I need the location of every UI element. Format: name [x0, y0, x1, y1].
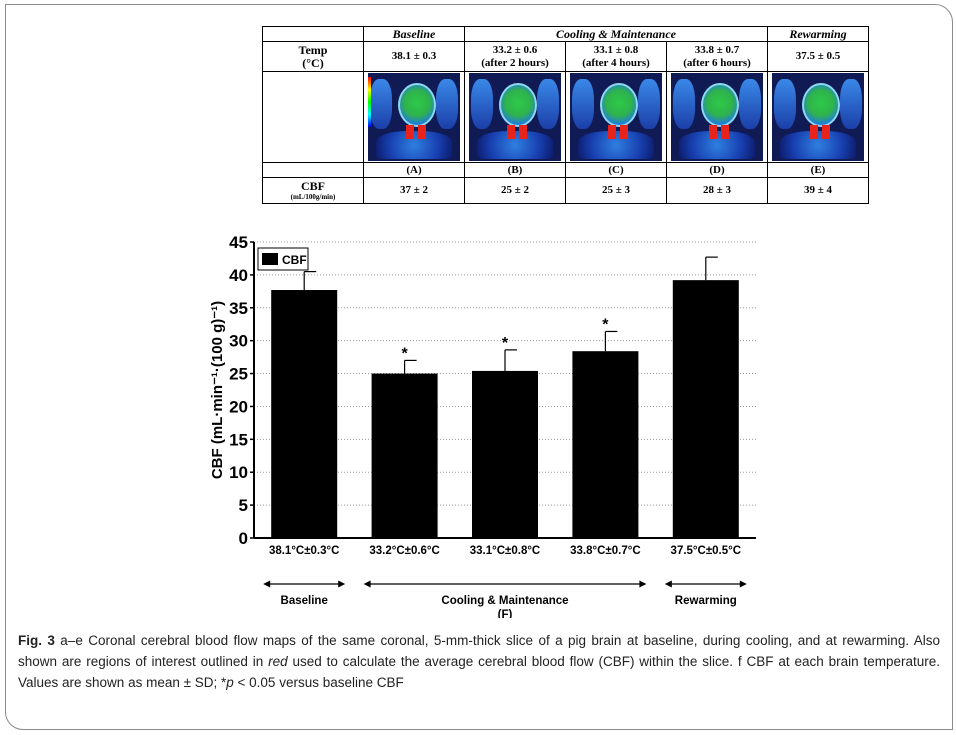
caption-text-1: a–e Coronal cerebral blood flow maps of … [18, 633, 940, 669]
temp-row-label: Temp (°C) [262, 41, 364, 72]
group-label: Rewarming [675, 595, 737, 607]
x-tick-label: 38.1°C±0.3°C [269, 545, 340, 557]
table-corner [262, 26, 364, 42]
temp-cell: 33.1 ± 0.8 (after 4 hours) [565, 41, 667, 72]
group-arrow-head-right [739, 580, 747, 588]
x-tick-label: 33.8°C±0.7°C [570, 545, 641, 557]
y-tick-label: 25 [229, 365, 248, 384]
cbf-cell: 28 ± 3 [666, 177, 768, 204]
cbf-map-a [363, 71, 465, 163]
x-tick-label: 33.2°C±0.6°C [369, 545, 440, 557]
group-label: Baseline [281, 595, 328, 607]
group-arrow-head-left [363, 580, 371, 588]
group-arrow-head-left [263, 580, 271, 588]
significance-marker: * [502, 335, 509, 352]
x-tick-label: 33.1°C±0.8°C [470, 545, 541, 557]
panel-label: (C) [565, 162, 667, 178]
cbf-bar-chart: 0 5 10 15 20 25 30 35 40 45 CBF (mL·min⁻¹·(100 g)⁻… [209, 233, 756, 618]
bar [472, 370, 538, 538]
y-tick-label: 45 [229, 233, 248, 252]
y-tick-label: 10 [229, 463, 248, 482]
y-tick-label: 5 [239, 496, 248, 515]
cbf-cell: 25 ± 3 [565, 177, 667, 204]
x-tick-label: 37.5°C±0.5°C [671, 545, 742, 557]
group-arrow-head-right [639, 580, 647, 588]
cbf-map-c [565, 71, 667, 163]
group-arrow-head-right [338, 580, 346, 588]
map-row-label [262, 71, 364, 163]
header-cooling: Cooling & Maintenance [464, 26, 768, 42]
header-rewarming: Rewarming [767, 26, 869, 42]
y-tick-label: 30 [229, 332, 248, 351]
data-table: Baseline Cooling & Maintenance Rewarming… [262, 26, 869, 204]
bar [572, 351, 639, 538]
caption-red-word: red [268, 654, 288, 669]
group-label: Cooling & Maintenance [441, 595, 568, 607]
figure-label: Fig. 3 [18, 633, 55, 648]
panel-label: (B) [464, 162, 566, 178]
cbf-row-label: CBF (mL/100g/min) [262, 177, 364, 204]
panel-label: (E) [767, 162, 869, 178]
bar [271, 290, 338, 538]
y-tick-label: 35 [229, 299, 248, 318]
caption-p-var: p [226, 675, 234, 690]
temp-cell: 38.1 ± 0.3 [363, 41, 465, 72]
figure-caption: Fig. 3 a–e Coronal cerebral blood flow m… [18, 630, 940, 693]
y-tick-label: 15 [229, 430, 248, 449]
legend-label: CBF [282, 253, 307, 267]
y-tick-label: 20 [229, 397, 248, 416]
group-arrow-head-left [664, 580, 672, 588]
figure-frame [5, 4, 953, 730]
cbf-map-e [767, 71, 869, 163]
significance-marker: * [602, 316, 609, 333]
bar [371, 373, 438, 538]
bar [672, 280, 739, 538]
legend-swatch [262, 253, 278, 265]
y-tick-label: 0 [239, 529, 248, 548]
caption-text-2: used to calculate the average cerebral b… [18, 654, 940, 690]
panel-row-label [262, 162, 364, 178]
cbf-cell: 39 ± 4 [767, 177, 869, 204]
cbf-map-b [464, 71, 566, 163]
y-tick-label: 40 [229, 266, 248, 285]
panel-label: (A) [363, 162, 465, 178]
panel-label-f: (F) [498, 609, 513, 618]
cbf-cell: 25 ± 2 [464, 177, 566, 204]
caption-text-3: < 0.05 versus baseline CBF [233, 675, 404, 690]
panel-label: (D) [666, 162, 768, 178]
significance-marker: * [401, 345, 408, 362]
cbf-cell: 37 ± 2 [363, 177, 465, 204]
temp-cell: 33.2 ± 0.6 (after 2 hours) [464, 41, 566, 72]
y-axis-label: CBF (mL·min⁻¹·(100 g)⁻¹) [209, 301, 226, 479]
temp-cell: 33.8 ± 0.7 (after 6 hours) [666, 41, 768, 72]
temp-cell: 37.5 ± 0.5 [767, 41, 869, 72]
header-baseline: Baseline [363, 26, 465, 42]
cbf-map-d [666, 71, 768, 163]
